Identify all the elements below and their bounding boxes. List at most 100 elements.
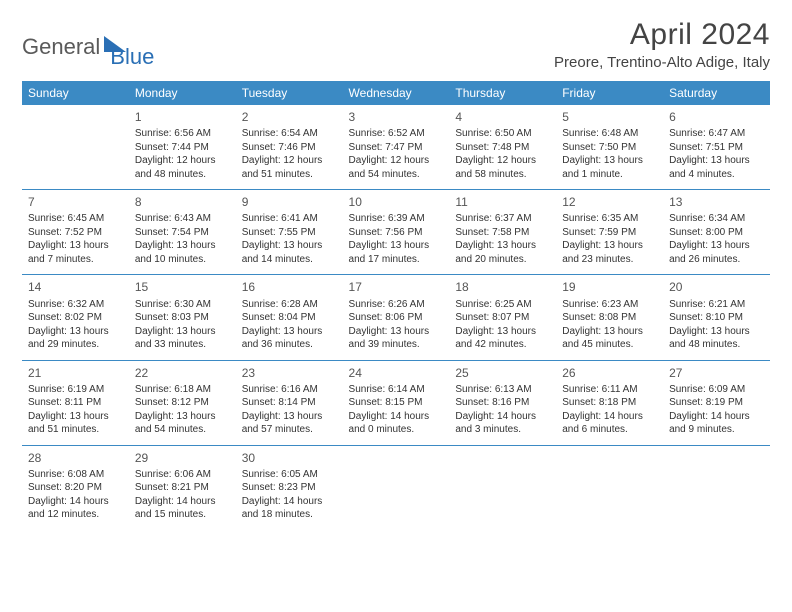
sunset-line: Sunset: 8:03 PM: [135, 311, 230, 325]
daylight-line: Daylight: 13 hours and 4 minutes.: [669, 154, 764, 181]
calendar-cell: 24Sunrise: 6:14 AMSunset: 8:15 PMDayligh…: [343, 360, 450, 445]
day-number: 29: [135, 450, 230, 466]
calendar-cell: 21Sunrise: 6:19 AMSunset: 8:11 PMDayligh…: [22, 360, 129, 445]
sunset-line: Sunset: 8:23 PM: [242, 481, 337, 495]
dayname-wed: Wednesday: [343, 81, 450, 105]
sunset-line: Sunset: 7:44 PM: [135, 141, 230, 155]
daylight-line: Daylight: 13 hours and 29 minutes.: [28, 325, 123, 352]
daylight-line: Daylight: 14 hours and 15 minutes.: [135, 495, 230, 522]
calendar-cell: 7Sunrise: 6:45 AMSunset: 7:52 PMDaylight…: [22, 190, 129, 275]
day-number: 25: [455, 365, 550, 381]
sunrise-line: Sunrise: 6:43 AM: [135, 212, 230, 226]
sunrise-line: Sunrise: 6:26 AM: [349, 298, 444, 312]
daylight-line: Daylight: 13 hours and 36 minutes.: [242, 325, 337, 352]
calendar-cell: 1Sunrise: 6:56 AMSunset: 7:44 PMDaylight…: [129, 105, 236, 190]
daylight-line: Daylight: 13 hours and 20 minutes.: [455, 239, 550, 266]
day-number: 16: [242, 279, 337, 295]
calendar-cell: .: [449, 445, 556, 530]
calendar-cell: 3Sunrise: 6:52 AMSunset: 7:47 PMDaylight…: [343, 105, 450, 190]
logo: General Blue: [22, 24, 154, 70]
calendar-cell: 12Sunrise: 6:35 AMSunset: 7:59 PMDayligh…: [556, 190, 663, 275]
sunset-line: Sunset: 8:04 PM: [242, 311, 337, 325]
sunset-line: Sunset: 8:00 PM: [669, 226, 764, 240]
calendar-cell: 23Sunrise: 6:16 AMSunset: 8:14 PMDayligh…: [236, 360, 343, 445]
day-number: 19: [562, 279, 657, 295]
daylight-line: Daylight: 13 hours and 51 minutes.: [28, 410, 123, 437]
day-number: 6: [669, 109, 764, 125]
calendar-row: 21Sunrise: 6:19 AMSunset: 8:11 PMDayligh…: [22, 360, 770, 445]
calendar-cell: 10Sunrise: 6:39 AMSunset: 7:56 PMDayligh…: [343, 190, 450, 275]
sunset-line: Sunset: 8:19 PM: [669, 396, 764, 410]
daylight-line: Daylight: 13 hours and 45 minutes.: [562, 325, 657, 352]
daylight-line: Daylight: 13 hours and 7 minutes.: [28, 239, 123, 266]
calendar-cell: 30Sunrise: 6:05 AMSunset: 8:23 PMDayligh…: [236, 445, 343, 530]
sunrise-line: Sunrise: 6:23 AM: [562, 298, 657, 312]
sunrise-line: Sunrise: 6:08 AM: [28, 468, 123, 482]
dayname-sat: Saturday: [663, 81, 770, 105]
daylight-line: Daylight: 13 hours and 54 minutes.: [135, 410, 230, 437]
dayname-fri: Friday: [556, 81, 663, 105]
calendar-cell: 18Sunrise: 6:25 AMSunset: 8:07 PMDayligh…: [449, 275, 556, 360]
page-header: General Blue April 2024 Preore, Trentino…: [22, 18, 770, 71]
sunset-line: Sunset: 7:51 PM: [669, 141, 764, 155]
sunrise-line: Sunrise: 6:19 AM: [28, 383, 123, 397]
sunset-line: Sunset: 8:02 PM: [28, 311, 123, 325]
sunset-line: Sunset: 8:21 PM: [135, 481, 230, 495]
sunrise-line: Sunrise: 6:21 AM: [669, 298, 764, 312]
daylight-line: Daylight: 14 hours and 6 minutes.: [562, 410, 657, 437]
day-number: 28: [28, 450, 123, 466]
sunrise-line: Sunrise: 6:37 AM: [455, 212, 550, 226]
calendar-cell: 6 Sunrise: 6:47 AMSunset: 7:51 PMDaylight…: [663, 105, 770, 190]
calendar-cell: 20Sunrise: 6:21 AMSunset: 8:10 PMDayligh…: [663, 275, 770, 360]
sunrise-line: Sunrise: 6:32 AM: [28, 298, 123, 312]
daylight-line: Daylight: 13 hours and 14 minutes.: [242, 239, 337, 266]
sunset-line: Sunset: 7:56 PM: [349, 226, 444, 240]
sunset-line: Sunset: 7:59 PM: [562, 226, 657, 240]
sunrise-line: Sunrise: 6:47 AM: [669, 127, 764, 141]
dayname-mon: Monday: [129, 81, 236, 105]
sunrise-line: Sunrise: 6:13 AM: [455, 383, 550, 397]
calendar-cell: .: [663, 445, 770, 530]
day-number: 24: [349, 365, 444, 381]
sunset-line: Sunset: 7:52 PM: [28, 226, 123, 240]
sunset-line: Sunset: 7:48 PM: [455, 141, 550, 155]
dayname-tue: Tuesday: [236, 81, 343, 105]
dayname-row: Sunday Monday Tuesday Wednesday Thursday…: [22, 81, 770, 105]
calendar-cell: 8Sunrise: 6:43 AMSunset: 7:54 PMDaylight…: [129, 190, 236, 275]
sunset-line: Sunset: 8:20 PM: [28, 481, 123, 495]
day-number: 13: [669, 194, 764, 210]
daylight-line: Daylight: 12 hours and 48 minutes.: [135, 154, 230, 181]
sunrise-line: Sunrise: 6:25 AM: [455, 298, 550, 312]
calendar-row: 28 Sunrise: 6:08 AMSunset: 8:20 PM Dayligh…: [22, 445, 770, 530]
daylight-line: Daylight: 14 hours and 3 minutes.: [455, 410, 550, 437]
sunset-line: Sunset: 8:16 PM: [455, 396, 550, 410]
day-number: 1: [135, 109, 230, 125]
calendar-cell: 11Sunrise: 6:37 AMSunset: 7:58 PMDayligh…: [449, 190, 556, 275]
calendar-cell: 28Sunrise: 6:08 AMSunset: 8:20 PMDayligh…: [22, 445, 129, 530]
sunrise-line: Sunrise: 6:16 AM: [242, 383, 337, 397]
daylight-line: Daylight: 13 hours and 10 minutes.: [135, 239, 230, 266]
day-number: 23: [242, 365, 337, 381]
month-title: April 2024: [554, 18, 770, 52]
sunrise-line: Sunrise: 6:39 AM: [349, 212, 444, 226]
calendar-cell: 22Sunrise: 6:18 AMSunset: 8:12 PMDayligh…: [129, 360, 236, 445]
calendar-cell: 17Sunrise: 6:26 AMSunset: 8:06 PMDayligh…: [343, 275, 450, 360]
title-block: April 2024 Preore, Trentino-Alto Adige, …: [554, 18, 770, 71]
sunset-line: Sunset: 8:18 PM: [562, 396, 657, 410]
daylight-line: Daylight: 13 hours and 23 minutes.: [562, 239, 657, 266]
calendar-cell: 29Sunrise: 6:06 AMSunset: 8:21 PMDayligh…: [129, 445, 236, 530]
day-number: 27: [669, 365, 764, 381]
day-number: 14: [28, 279, 123, 295]
calendar-cell: .: [556, 445, 663, 530]
calendar-cell: 4Sunrise: 6:50 AMSunset: 7:48 PMDaylight…: [449, 105, 556, 190]
sunset-line: Sunset: 7:58 PM: [455, 226, 550, 240]
day-number: 5: [562, 109, 657, 125]
sunrise-line: Sunrise: 6:50 AM: [455, 127, 550, 141]
day-number: 8: [135, 194, 230, 210]
sunrise-line: Sunrise: 6:09 AM: [669, 383, 764, 397]
day-number: 4: [455, 109, 550, 125]
day-number: 20: [669, 279, 764, 295]
day-number: 21: [28, 365, 123, 381]
day-number: 2: [242, 109, 337, 125]
daylight-line: Daylight: 12 hours and 54 minutes.: [349, 154, 444, 181]
